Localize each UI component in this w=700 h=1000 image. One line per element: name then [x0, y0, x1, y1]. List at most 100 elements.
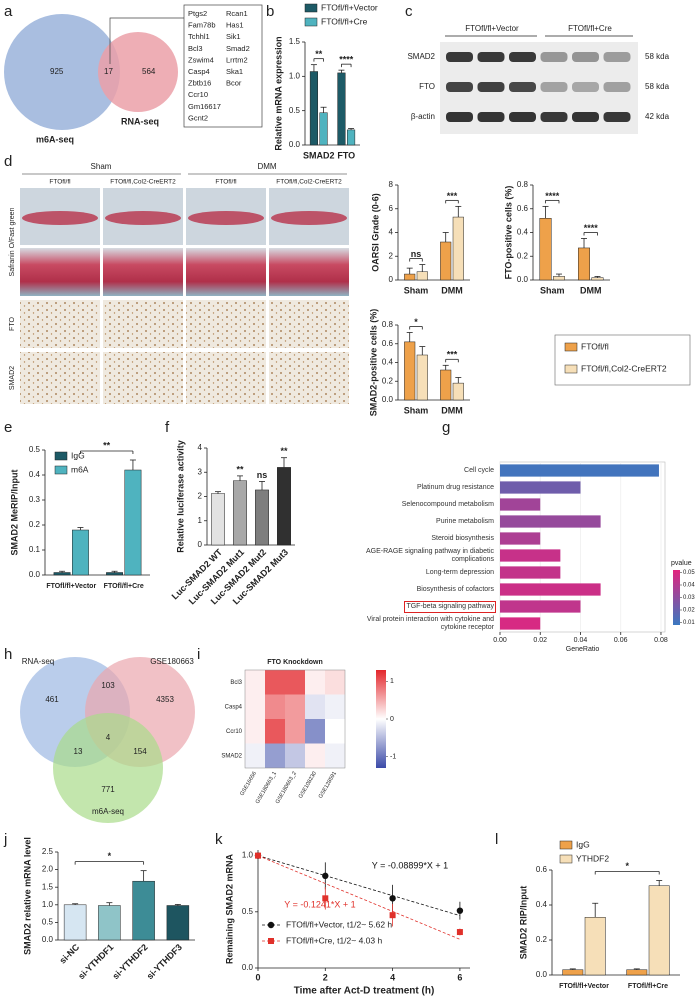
heatmap-cell: [265, 719, 285, 744]
y-axis-label: FTO-positive cells (%): [503, 186, 513, 280]
column-label: GSE108230: [298, 771, 318, 800]
y-tick-label: 0.0: [517, 275, 529, 284]
legend-label: FTOfl/fl+Vector: [321, 2, 378, 12]
histology-image: [186, 248, 266, 296]
y-tick-label: 0.4: [517, 228, 529, 237]
panel-label: l: [495, 831, 498, 848]
bar: [255, 489, 269, 546]
bar: [500, 600, 581, 613]
bar: [553, 276, 565, 281]
comparison-label: **: [103, 440, 111, 450]
heatmap-cell: [285, 694, 305, 719]
point: [255, 852, 261, 859]
blot-band: [540, 82, 568, 92]
x-tick-label: FTO: [337, 150, 355, 160]
y-axis-label: SMAD2 RIP/Input: [518, 886, 528, 960]
row-label: Safranin O/Fast green: [9, 207, 16, 276]
bar: [72, 529, 89, 576]
genotype-label: FTOfl/fl,Col2-CreERT2: [276, 179, 342, 186]
bar: [319, 112, 328, 146]
significance-label: ****: [339, 55, 354, 65]
x-tick-label: 0.04: [574, 637, 588, 644]
venn-set-label: m6A-seq: [36, 134, 74, 144]
gene-name: Gm16617: [188, 102, 221, 111]
legend-swatch: [559, 840, 573, 850]
venn-count: 154: [133, 747, 147, 756]
column-label: GSE16656: [239, 771, 258, 797]
genotype-label: FTOfl/fl: [215, 179, 237, 186]
y-tick-label: 0.3: [29, 495, 41, 504]
blot-band: [572, 52, 599, 62]
x-tick-label: Sham: [404, 285, 429, 295]
legend-label: FTOfl/fl,Col2-CreERT2: [581, 363, 667, 373]
y-tick-label: 0.0: [536, 970, 548, 979]
gene-name: Lrrtm2: [226, 55, 248, 64]
column-label: GSE128591: [318, 771, 338, 800]
y-tick-label: 3: [198, 467, 203, 476]
bar: [584, 917, 606, 976]
heatmap-cell: [325, 670, 345, 695]
x-tick-label: FTOfl/fl+Cre: [104, 583, 144, 590]
significance-label: ****: [584, 223, 599, 233]
x-tick-label: 0: [255, 972, 260, 982]
gene-name: Tchhl1: [188, 32, 210, 41]
x-tick-label: FTOfl/fl+Vector: [559, 983, 609, 990]
legend-swatch: [564, 364, 578, 374]
bar: [648, 885, 670, 976]
point: [322, 895, 329, 902]
y-tick-label: 0.2: [29, 520, 41, 529]
x-tick-label: si-NC: [58, 942, 82, 966]
gene-name: Ccr10: [188, 90, 208, 99]
y-tick-label: 0.0: [289, 140, 301, 149]
y-tick-label: 1.5: [289, 37, 301, 46]
y-tick-label: 6: [389, 204, 394, 213]
bar: [233, 480, 247, 546]
significance-label: **: [280, 446, 288, 456]
point: [389, 912, 396, 919]
y-tick-label: 0.5: [42, 918, 54, 927]
bar: [277, 467, 291, 546]
y-axis-label: Remaining SMAD2 mRNA: [224, 853, 234, 964]
x-tick-label: 0.00: [493, 637, 507, 644]
venn-count: 771: [101, 785, 115, 794]
category-label: Viral protein interaction with cytokine …: [366, 615, 494, 631]
y-axis-label: SMAD2 MeRIP/Input: [9, 469, 19, 555]
venn-count: 925: [50, 67, 64, 76]
legend-label: FTOfl/fl+Cre: [321, 16, 368, 26]
x-tick-label: SMAD2: [303, 150, 335, 160]
panel-label: c: [405, 3, 413, 20]
y-tick-label: 2: [389, 251, 394, 260]
y-tick-label: 0.8: [517, 180, 529, 189]
fit-line: [257, 855, 461, 940]
x-tick-label: 0.06: [614, 637, 628, 644]
venn-set-label: RNA-seq: [121, 116, 159, 126]
gene-name: Bcl3: [188, 44, 203, 53]
colorbar-tick-label: 0: [390, 716, 394, 723]
y-tick-label: 0: [389, 275, 394, 284]
blot-group: FTOfl/fl+Vector: [465, 24, 519, 33]
column-label: GSE180663_2: [275, 771, 298, 805]
blot-band: [446, 112, 473, 122]
gene-name: Has1: [226, 21, 244, 30]
panel-label: j: [3, 831, 7, 848]
colorbar-tick-label: -1: [390, 754, 396, 761]
bar: [500, 549, 561, 562]
category-label: AGE-RAGE signaling pathway in diabetic c…: [365, 547, 494, 563]
heatmap-cell: [245, 670, 265, 695]
histology-stain: [271, 211, 347, 225]
y-tick-label: 0.0: [42, 935, 54, 944]
panel-label: f: [165, 419, 170, 436]
legend-marker: [267, 921, 275, 929]
bar: [166, 905, 190, 941]
legend-label: YTHDF2: [576, 853, 609, 863]
bar: [211, 493, 225, 546]
y-tick-label: 1.0: [42, 900, 54, 909]
y-tick-label: 2: [198, 492, 203, 501]
legend-label: IgG: [576, 839, 590, 849]
point: [322, 872, 329, 880]
blot-group: FTOfl/fl+Cre: [568, 24, 612, 33]
point: [389, 895, 396, 902]
venn-set-label: m6A-seq: [92, 807, 124, 816]
bar: [337, 72, 346, 146]
